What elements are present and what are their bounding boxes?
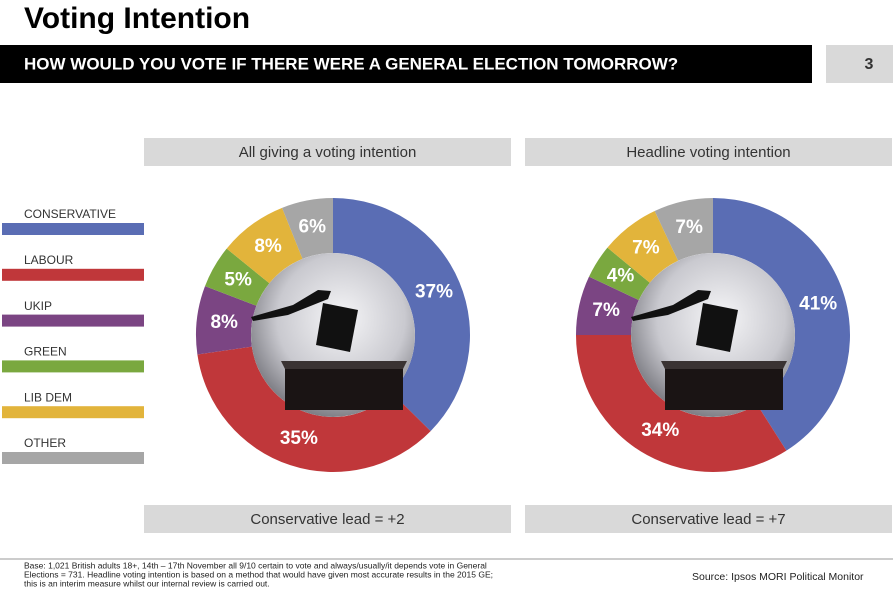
donut-slice — [333, 198, 470, 432]
data-label: 37% — [415, 282, 453, 303]
donut-slice — [226, 207, 303, 284]
legend-swatch — [2, 314, 144, 327]
legend-label: LIB DEM — [24, 390, 72, 404]
hand — [251, 290, 331, 321]
ballot-box — [665, 365, 783, 410]
legend-swatch — [2, 406, 144, 419]
annotation: Conservative lead = +2 — [250, 511, 404, 528]
donut-slice — [282, 198, 333, 259]
legend-swatch — [2, 268, 144, 281]
legend-label: CONSERVATIVE — [24, 207, 116, 221]
data-label: 5% — [224, 269, 252, 290]
data-label: 34% — [641, 420, 679, 441]
data-label: 35% — [280, 428, 318, 449]
legend-swatch — [2, 360, 144, 373]
donut-slice — [607, 211, 679, 283]
donut-slice — [576, 335, 787, 472]
chart-title-box — [525, 138, 892, 166]
donut-slice — [589, 247, 650, 301]
donut-slice — [196, 286, 257, 355]
chart-title: Headline voting intention — [626, 144, 790, 161]
annotation-box — [525, 505, 892, 533]
legend-label: OTHER — [24, 436, 66, 450]
data-label: 7% — [675, 217, 703, 238]
donut-slice — [205, 248, 270, 306]
legend-label: LABOUR — [24, 253, 74, 267]
legend-label: UKIP — [24, 299, 52, 313]
page-number: 3 — [865, 56, 874, 73]
chart-title-box — [144, 138, 511, 166]
data-label: 8% — [210, 312, 238, 333]
data-label: 6% — [299, 216, 327, 237]
data-label: 7% — [632, 237, 660, 258]
donut-slice — [576, 276, 639, 335]
ballot-paper — [696, 303, 738, 352]
ballot-box — [285, 365, 403, 410]
data-label: 8% — [254, 236, 282, 257]
subtitle-bar — [0, 45, 812, 83]
page-number-box — [826, 45, 893, 83]
data-label: 41% — [799, 293, 837, 314]
ballot-box-top — [281, 361, 407, 369]
page-title: Voting Intention — [24, 2, 250, 35]
legend-swatch — [2, 223, 144, 235]
legend-label: GREEN — [24, 345, 67, 359]
footnote: Base: 1,021 British adults 18+, 14th – 1… — [24, 560, 487, 570]
donut-slice — [713, 198, 850, 451]
annotation-box — [144, 505, 511, 533]
footnote: this is an interim measure whilst our in… — [24, 578, 270, 588]
hand — [631, 290, 711, 321]
ballot-paper — [316, 303, 358, 352]
annotation: Conservative lead = +7 — [631, 511, 785, 528]
donut-slice — [197, 346, 431, 472]
subtitle: HOW WOULD YOU VOTE IF THERE WERE A GENER… — [24, 54, 678, 73]
donut-slice — [654, 198, 713, 261]
chart-title: All giving a voting intention — [239, 144, 417, 161]
ballot-box-top — [661, 361, 787, 369]
data-label: 7% — [592, 300, 620, 321]
legend-swatch — [2, 452, 144, 464]
footnote: Elections = 731. Headline voting intenti… — [24, 569, 493, 579]
data-label: 4% — [607, 265, 635, 286]
source: Source: Ipsos MORI Political Monitor — [692, 571, 864, 583]
